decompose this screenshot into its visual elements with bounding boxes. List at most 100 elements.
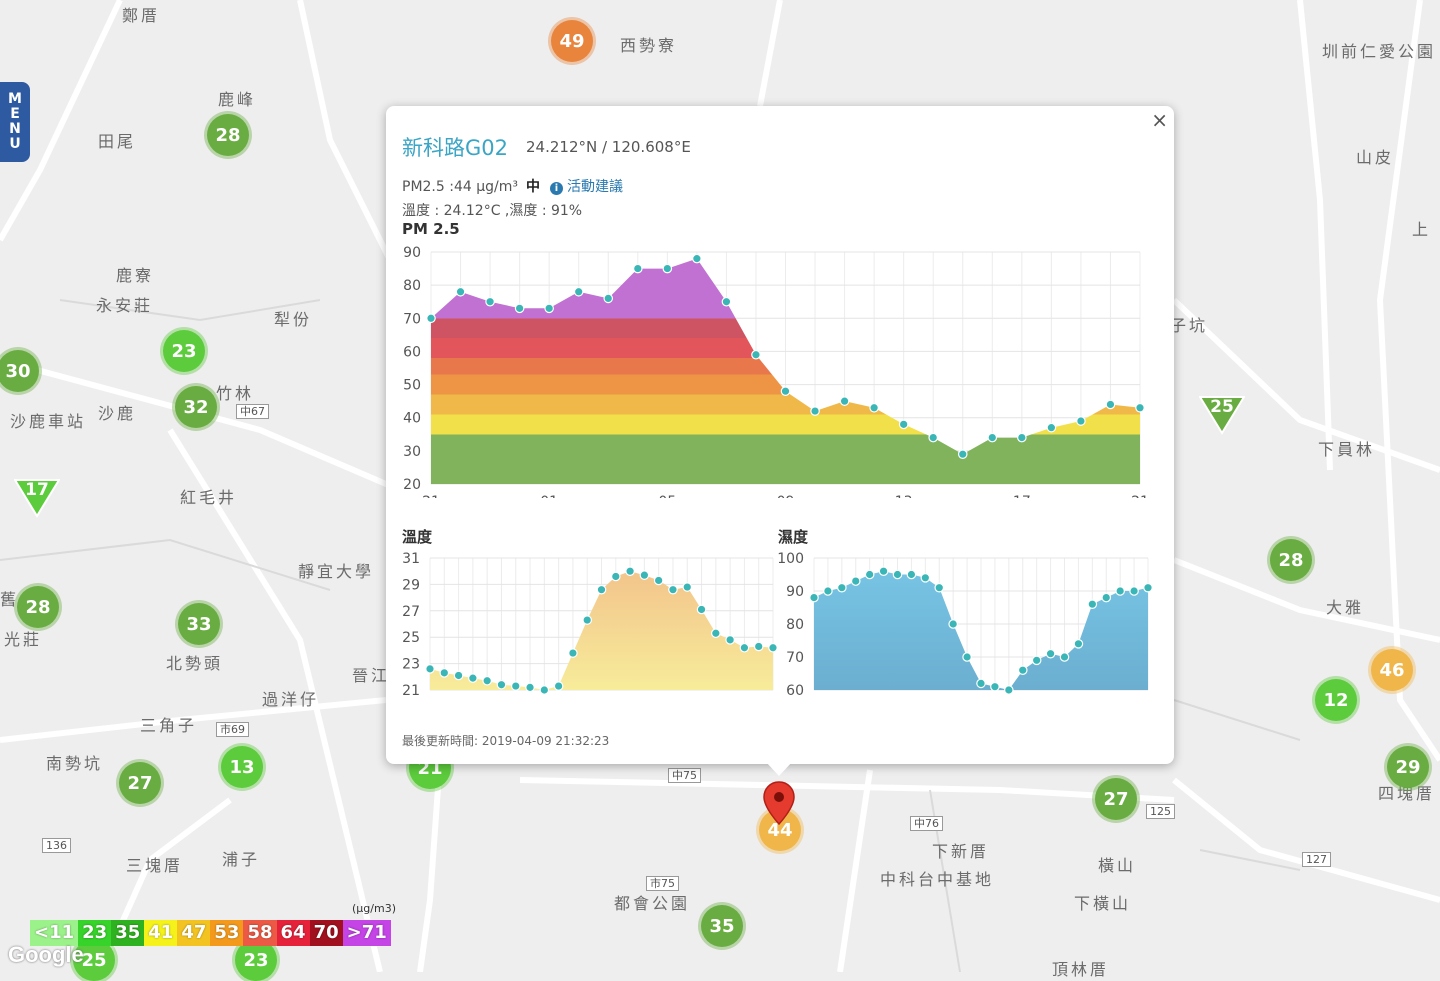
data-point[interactable] [525,682,535,693]
data-point[interactable] [668,584,678,595]
data-point[interactable] [639,570,650,580]
info-icon[interactable]: i [549,182,563,195]
data-point[interactable] [453,670,464,681]
data-point[interactable] [544,303,554,314]
data-point[interactable] [425,664,435,674]
data-point[interactable] [510,681,521,691]
station-marker[interactable]: 30 [0,350,39,392]
data-point[interactable] [1017,665,1028,675]
data-point[interactable] [1059,652,1070,662]
data-point[interactable] [1031,655,1042,666]
station-marker[interactable]: 27 [1095,778,1137,820]
data-point[interactable] [496,679,507,690]
data-point[interactable] [539,685,550,695]
selected-location-pin-icon[interactable] [762,780,796,828]
data-point[interactable] [439,668,450,678]
data-point[interactable] [1135,402,1145,413]
station-marker[interactable]: 49 [551,20,593,62]
data-point[interactable] [514,303,525,314]
data-point[interactable] [809,592,819,603]
menu-toggle-button[interactable]: M E N U [0,82,30,162]
data-point[interactable] [976,678,986,689]
data-point[interactable] [869,402,879,413]
data-point[interactable] [603,293,614,304]
data-point[interactable] [823,586,833,596]
data-point[interactable] [610,571,621,582]
data-point[interactable] [1101,592,1112,603]
data-point[interactable] [850,576,861,586]
data-point[interactable] [837,582,847,593]
data-point[interactable] [573,286,584,297]
data-point[interactable] [721,296,732,307]
data-point[interactable] [662,263,673,274]
data-point[interactable] [682,582,693,592]
data-point[interactable] [1129,586,1139,596]
data-point[interactable] [780,386,791,396]
data-point[interactable] [696,604,707,615]
data-point[interactable] [739,642,750,653]
data-point[interactable] [1105,399,1116,410]
station-marker[interactable]: 28 [207,114,249,156]
data-point[interactable] [768,642,778,653]
data-point[interactable] [864,569,875,580]
data-point[interactable] [948,619,958,629]
data-point[interactable] [692,253,702,264]
data-point[interactable] [839,396,850,406]
data-point[interactable] [632,263,643,274]
place-label: 下新厝 [932,842,990,861]
data-point[interactable] [1143,582,1153,593]
data-point[interactable] [753,641,764,652]
data-point[interactable] [920,572,931,583]
data-point[interactable] [892,569,903,580]
data-point[interactable] [711,628,721,639]
data-point[interactable] [934,582,945,593]
data-point[interactable] [1115,586,1125,596]
place-label: 紅毛井 [180,488,238,507]
data-point[interactable] [568,648,578,658]
data-point[interactable] [898,419,909,430]
close-icon[interactable]: × [1151,108,1168,132]
station-marker[interactable]: 12 [1315,679,1357,721]
data-point[interactable] [1004,685,1014,695]
data-point[interactable] [1046,422,1057,433]
data-point[interactable] [962,652,972,662]
station-marker[interactable]: 46 [1371,649,1413,691]
station-marker[interactable]: 32 [175,386,217,428]
data-point[interactable] [482,675,492,686]
data-point[interactable] [1017,432,1027,443]
data-point[interactable] [1073,639,1084,649]
data-point[interactable] [468,673,478,683]
data-point[interactable] [582,615,593,625]
data-point[interactable] [751,349,761,360]
station-marker[interactable]: 35 [701,905,743,947]
data-point[interactable] [810,406,820,416]
station-marker[interactable]: 28 [1270,539,1312,581]
activity-advice-link[interactable]: 活動建議 [566,179,623,195]
data-point[interactable] [426,313,436,324]
data-point[interactable] [1076,416,1086,426]
data-point[interactable] [553,681,564,691]
station-marker[interactable]: 13 [221,746,263,788]
data-point[interactable] [957,449,968,459]
data-point[interactable] [987,432,998,443]
station-marker-triangle[interactable]: 17 [14,478,60,518]
data-point[interactable] [625,566,635,576]
station-marker[interactable]: 23 [163,330,205,372]
data-point[interactable] [596,584,607,595]
data-point[interactable] [455,286,466,297]
data-point[interactable] [485,296,495,307]
data-point[interactable] [1045,648,1056,659]
station-marker[interactable]: 28 [17,586,59,628]
data-point[interactable] [653,575,664,586]
station-marker[interactable]: 33 [178,603,220,645]
data-point[interactable] [906,569,917,580]
data-point[interactable] [928,432,939,443]
station-marker[interactable]: 29 [1387,746,1429,788]
data-point[interactable] [725,635,735,645]
station-marker[interactable]: 27 [119,762,161,804]
data-point[interactable] [1087,599,1098,609]
data-point[interactable] [878,566,889,576]
station-marker-triangle[interactable]: 25 [1199,395,1245,435]
data-point[interactable] [990,681,1000,692]
